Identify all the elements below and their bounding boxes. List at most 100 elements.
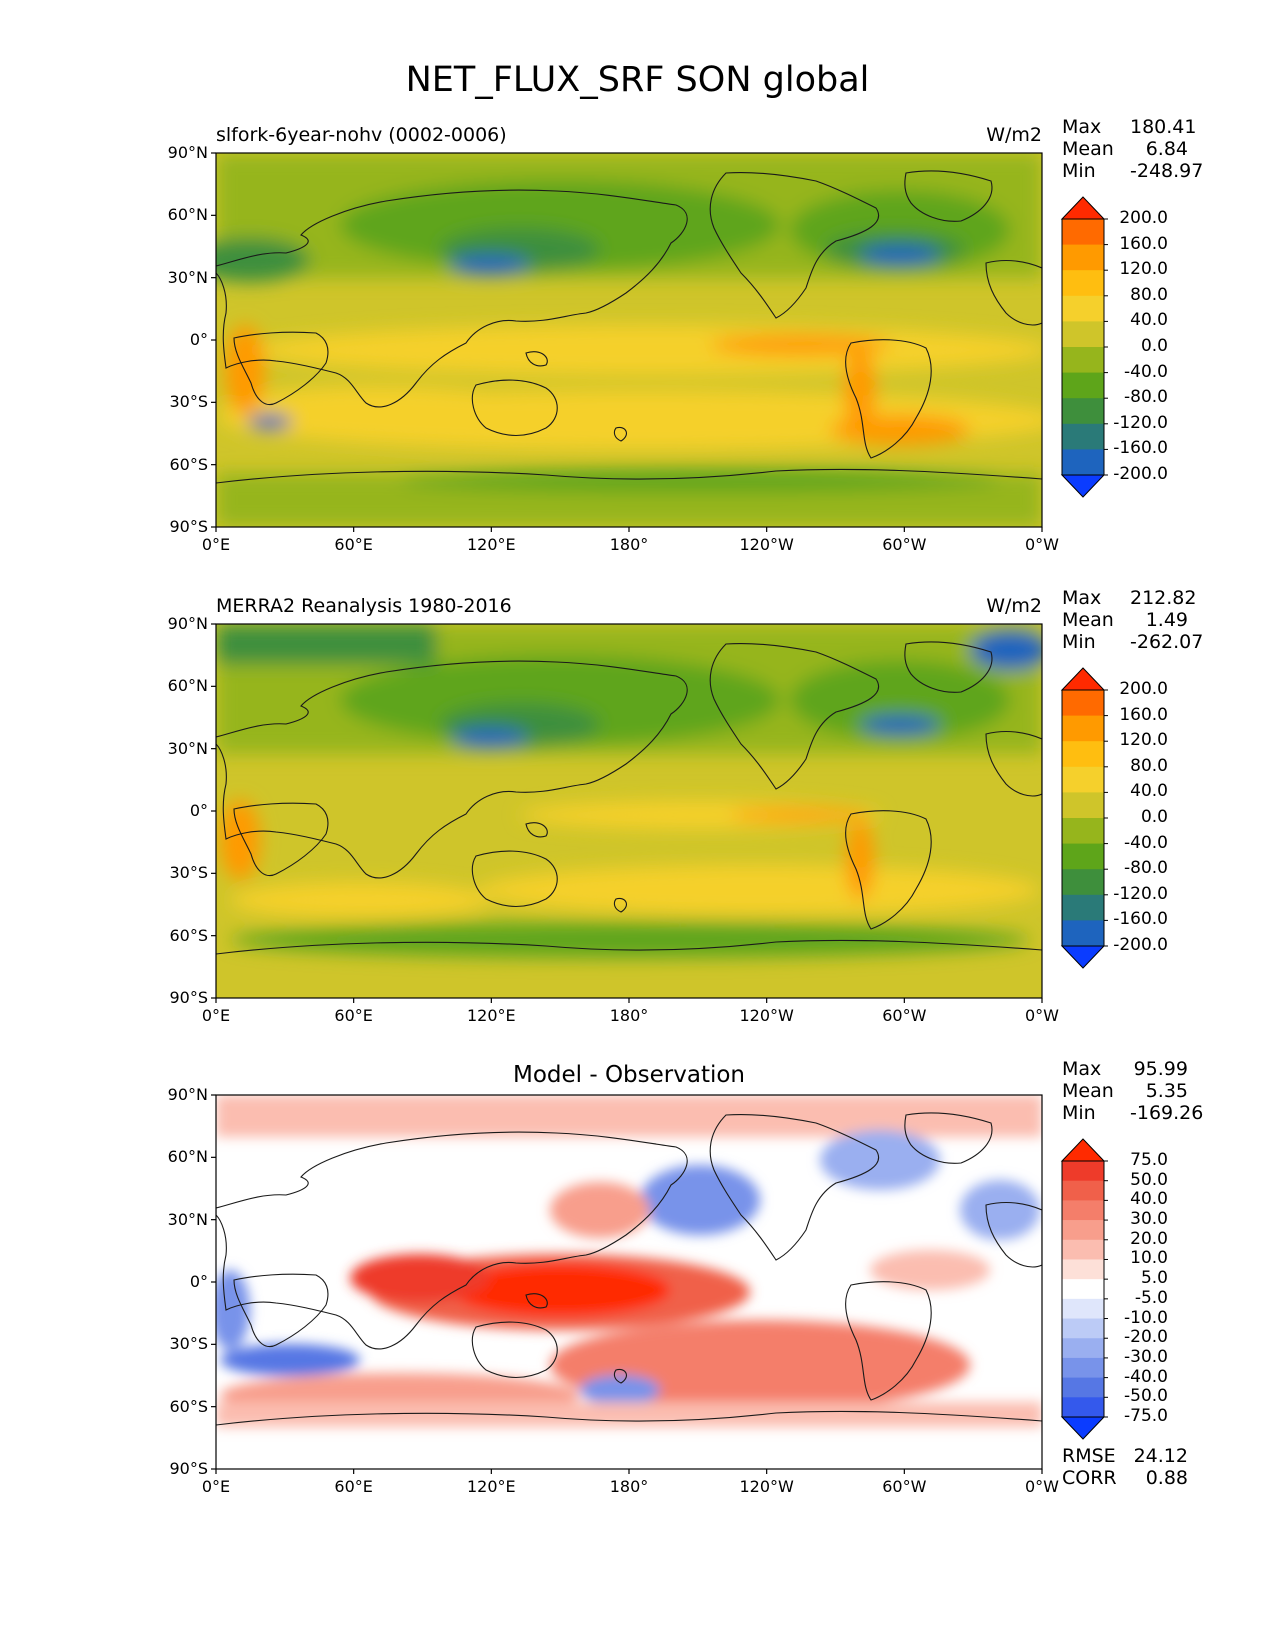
colorbar-segment [1062, 219, 1104, 246]
colorbar-level-label: -80.0 [1124, 387, 1168, 408]
colorbar [1060, 1138, 1108, 1440]
lat-tick-label: 90°N [167, 143, 208, 162]
colorbar-segment [1062, 1298, 1104, 1320]
lat-tick-label: 30°S [169, 863, 208, 883]
colorbar-level-label: 75.0 [1130, 1150, 1168, 1170]
colorbar-segment [1062, 894, 1104, 921]
lat-tick-label: 60°S [169, 925, 208, 945]
colorbar-segment [1062, 1338, 1104, 1359]
colorbar-segment [1062, 398, 1104, 425]
colorbar-level-label: -160.0 [1113, 438, 1168, 459]
stat-max-value: 212.82 [1130, 587, 1197, 609]
lon-tick-label: 60°E [334, 535, 373, 554]
lat-tick-label: 60°N [167, 205, 208, 225]
stat-mean-label: Mean [1062, 609, 1114, 631]
lon-tick-label: 120°W [739, 1006, 794, 1025]
lon-tick-label: 0°E [201, 535, 231, 554]
lat-tick-label: 60°S [169, 1396, 208, 1416]
colorbar-level-label: 40.0 [1130, 310, 1168, 331]
panel-2-stats: Max 212.82 Mean 1.49 Min -262.07 [1062, 587, 1204, 653]
panel-3-skill-scores: RMSE 24.12 CORR 0.88 [1062, 1445, 1188, 1489]
panel-2-units: W/m2 [986, 595, 1042, 617]
lon-tick-label: 60°W [882, 535, 927, 554]
colorbar-segment [1062, 715, 1104, 742]
lat-tick-label: 60°N [167, 1147, 208, 1167]
stat-min-label: Min [1062, 631, 1096, 653]
colorbar-segment [1062, 843, 1104, 870]
lat-tick-label: 90°N [167, 1085, 208, 1104]
colorbar-level-label: -50.0 [1124, 1386, 1168, 1407]
stat-mean-value: 6.84 [1145, 138, 1188, 160]
colorbar-level-label: 120.0 [1119, 259, 1168, 280]
lon-tick-label: 120°E [467, 1477, 516, 1496]
colorbar-segment [1062, 1377, 1104, 1398]
stat-min-value: -248.97 [1130, 160, 1204, 182]
stat-mean-value: 1.49 [1145, 609, 1188, 631]
lon-tick-label: 120°E [467, 1006, 516, 1025]
colorbar-level-label: -10.0 [1124, 1307, 1168, 1328]
lon-tick-label: 0°W [1025, 1477, 1059, 1496]
colorbar-segment [1062, 1279, 1104, 1300]
stat-min-value: -169.26 [1130, 1102, 1204, 1124]
lat-tick-label: 30°N [167, 1209, 208, 1229]
rmse-label: RMSE [1062, 1445, 1116, 1467]
colorbar-segment [1062, 270, 1104, 297]
lon-tick-label: 120°W [739, 1477, 794, 1496]
colorbar-level-label: -120.0 [1113, 412, 1168, 433]
colorbar-segment [1062, 766, 1104, 793]
colorbar-segment [1062, 1259, 1104, 1280]
colorbar-segment [1062, 818, 1104, 845]
lat-tick-label: 0° [189, 330, 208, 349]
colorbar-segment [1062, 1357, 1104, 1379]
stat-max-label: Max [1062, 116, 1102, 138]
lon-tick-label: 0°W [1025, 1006, 1059, 1025]
colorbar-segment [1062, 1239, 1104, 1260]
lon-tick-label: 120°W [739, 535, 794, 554]
lon-tick-label: 60°E [334, 1477, 373, 1496]
colorbar-level-label: 5.0 [1140, 1268, 1168, 1289]
stat-max-value: 180.41 [1130, 116, 1197, 138]
colorbar-level-label: 10.0 [1130, 1248, 1168, 1269]
corr-value: 0.88 [1145, 1467, 1188, 1489]
lon-tick-label: 60°W [882, 1477, 927, 1496]
colorbar-segment [1062, 347, 1104, 374]
colorbar-level-label: -200.0 [1113, 464, 1168, 484]
colorbar-segment [1062, 1200, 1104, 1221]
colorbar-segment [1062, 423, 1104, 450]
colorbar-segment [1062, 1180, 1104, 1201]
colorbar-segment [1062, 1318, 1104, 1339]
colorbar-segment [1062, 1220, 1104, 1241]
stat-min-label: Min [1062, 160, 1096, 182]
colorbar-segment [1062, 792, 1104, 819]
colorbar-segment [1062, 920, 1104, 947]
rmse-value: 24.12 [1133, 1445, 1188, 1467]
lon-tick-label: 0°W [1025, 535, 1059, 554]
stat-min-value: -262.07 [1130, 631, 1204, 653]
colorbar-segment [1062, 372, 1104, 399]
colorbar-level-label: -120.0 [1113, 883, 1168, 904]
colorbar-segment [1062, 295, 1104, 322]
stat-min-label: Min [1062, 1102, 1096, 1124]
panel-1-stats: Max 180.41 Mean 6.84 Min -248.97 [1062, 116, 1204, 182]
colorbar-segment [1062, 244, 1104, 271]
colorbar-level-label: 20.0 [1130, 1228, 1168, 1249]
colorbar-level-label: 160.0 [1119, 704, 1168, 725]
lon-tick-label: 0°E [201, 1006, 231, 1025]
lon-tick-label: 0°E [201, 1477, 231, 1496]
colorbar-level-label: 200.0 [1119, 208, 1168, 228]
colorbar-level-label: 0.0 [1140, 807, 1168, 827]
panel-1-units: W/m2 [986, 124, 1042, 146]
lon-tick-label: 60°E [334, 1006, 373, 1025]
lon-tick-label: 180° [609, 1477, 649, 1496]
colorbar-level-label: 80.0 [1130, 755, 1168, 776]
colorbar-level-label: 200.0 [1119, 679, 1168, 699]
lat-tick-label: 30°S [169, 1334, 208, 1354]
lon-tick-label: 180° [609, 535, 649, 554]
colorbar-level-label: -200.0 [1113, 935, 1168, 955]
colorbar-level-label: -75.0 [1124, 1406, 1168, 1426]
lat-tick-label: 30°S [169, 392, 208, 412]
colorbar-segment [1062, 1397, 1104, 1418]
lat-tick-label: 60°N [167, 676, 208, 696]
map-panel-observation [215, 623, 1043, 999]
colorbars [1060, 196, 1108, 1440]
